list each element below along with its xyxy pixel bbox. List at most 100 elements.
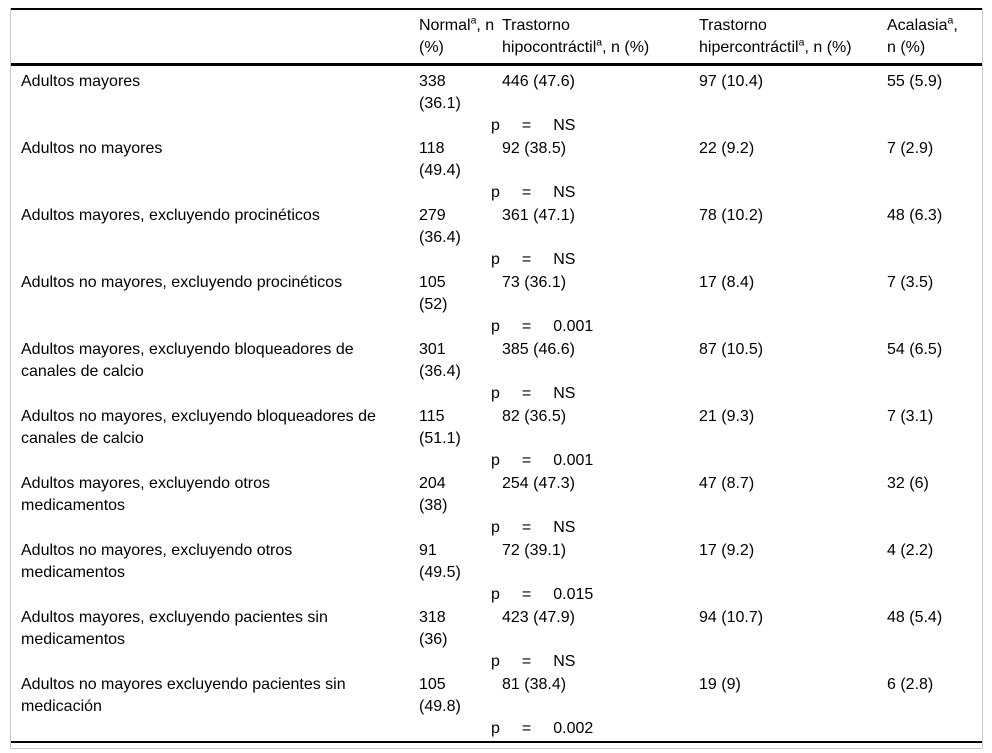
table-row: Adultos no mayores, excluyendo otros med… — [21, 540, 976, 584]
normal-pct: (49.5) — [419, 564, 461, 581]
acalasia-cell: 55 (5.9) — [887, 73, 943, 90]
header-text: , — [953, 17, 958, 34]
table-header-row: Normala, n (%) Trastorno hipocontráctila… — [11, 10, 982, 63]
equals-sign: = — [521, 720, 532, 737]
equals-sign: = — [521, 318, 532, 335]
table-row: Adultos no mayores excluyendo pacientes … — [21, 674, 976, 718]
p-value: NS — [553, 385, 576, 402]
hipocontractil-cell: 92 (38.5) — [502, 140, 567, 157]
table-rule-top — [11, 8, 982, 10]
table-row: Adultos mayores, excluyendo otros medica… — [21, 473, 976, 517]
normal-cell: 338 (36.1) — [419, 71, 502, 115]
normal-n: 118 — [419, 140, 445, 157]
header-text: Trastorno — [699, 17, 767, 34]
acalasia-cell: 7 (3.5) — [887, 274, 934, 291]
table-row: Adultos mayores, excluyendo pacientes si… — [21, 607, 976, 651]
equals-sign: = — [521, 452, 532, 469]
table-row: Adultos mayores, excluyendo bloqueadores… — [21, 339, 976, 383]
header-text: Normal — [419, 17, 471, 34]
normal-n: 105 — [419, 676, 446, 693]
normal-n: 204 — [419, 475, 446, 492]
table-rule-header — [11, 63, 982, 66]
hipocontractil-cell: 73 (36.1) — [502, 274, 567, 291]
normal-n: 301 — [419, 341, 446, 358]
table-row: Adultos mayores 338 (36.1) 446 (47.6) 97… — [21, 71, 976, 115]
row-label: Adultos no mayores — [21, 140, 163, 157]
header-text: hipercontráctil — [699, 39, 799, 56]
normal-pct: (36.1) — [419, 95, 461, 112]
normal-cell: 91 (49.5) — [419, 540, 502, 584]
header-text: , n — [476, 17, 495, 34]
row-label: Adultos no mayores, excluyendo otros med… — [21, 542, 293, 581]
acalasia-cell: 48 (6.3) — [887, 207, 943, 224]
column-header-hipercontractil: Trastorno hipercontráctila, n (%) — [699, 15, 887, 59]
hipercontractil-cell: 97 (10.4) — [699, 73, 764, 90]
p-symbol: p — [491, 586, 500, 603]
normal-n: 279 — [419, 207, 446, 224]
hipocontractil-cell: 385 (46.6) — [502, 341, 575, 358]
equals-sign: = — [521, 586, 532, 603]
p-value: 0.015 — [553, 586, 594, 603]
normal-pct: (49.8) — [419, 698, 461, 715]
normal-cell: 318 (36) — [419, 607, 502, 651]
normal-n: 318 — [419, 609, 446, 626]
p-symbol: p — [491, 720, 500, 737]
p-value-row: p = 0.015 — [491, 584, 976, 607]
column-header-hipocontractil: Trastorno hipocontráctila, n (%) — [502, 15, 699, 59]
normal-cell: 115 (51.1) — [419, 406, 502, 450]
footnote-marker: a — [470, 14, 477, 27]
equals-sign: = — [521, 251, 532, 268]
acalasia-cell: 4 (2.2) — [887, 542, 934, 559]
acalasia-cell: 7 (2.9) — [887, 140, 934, 157]
normal-pct: (51.1) — [419, 430, 461, 447]
normal-cell: 279 (36.4) — [419, 205, 502, 249]
hipocontractil-cell: 81 (38.4) — [502, 676, 567, 693]
table-row: Adultos no mayores, excluyendo bloqueado… — [21, 406, 976, 450]
header-text: , n (%) — [602, 39, 650, 56]
header-text: n (%) — [887, 39, 926, 56]
header-text: Acalasia — [887, 17, 948, 34]
row-label: Adultos mayores, excluyendo bloqueadores… — [21, 341, 354, 380]
hipercontractil-cell: 17 (8.4) — [699, 274, 755, 291]
hipercontractil-cell: 22 (9.2) — [699, 140, 755, 157]
acalasia-cell: 7 (3.1) — [887, 408, 934, 425]
equals-sign: = — [521, 653, 532, 670]
table-rule-bottom — [11, 741, 982, 743]
hipocontractil-cell: 82 (36.5) — [502, 408, 567, 425]
normal-cell: 204 (38) — [419, 473, 502, 517]
hipercontractil-cell: 87 (10.5) — [699, 341, 764, 358]
column-header-acalasia: Acalasiaa, n (%) — [887, 15, 976, 59]
equals-sign: = — [521, 385, 532, 402]
p-value: NS — [553, 519, 576, 536]
hipercontractil-cell: 47 (8.7) — [699, 475, 755, 492]
row-label-header — [21, 15, 419, 59]
normal-pct: (49.4) — [419, 162, 461, 179]
acalasia-cell: 6 (2.8) — [887, 676, 934, 693]
p-value-row: p = NS — [491, 249, 976, 272]
p-symbol: p — [491, 184, 500, 201]
row-label: Adultos mayores, excluyendo procinéticos — [21, 207, 320, 224]
table-row: Adultos mayores, excluyendo procinéticos… — [21, 205, 976, 249]
p-value-row: p = NS — [491, 182, 976, 205]
p-symbol: p — [491, 117, 500, 134]
equals-sign: = — [521, 117, 532, 134]
p-symbol: p — [491, 653, 500, 670]
normal-pct: (52) — [419, 296, 448, 313]
p-symbol: p — [491, 251, 500, 268]
normal-cell: 105 (52) — [419, 272, 502, 316]
hipercontractil-cell: 94 (10.7) — [699, 609, 764, 626]
normal-n: 105 — [419, 274, 446, 291]
hipocontractil-cell: 254 (47.3) — [502, 475, 575, 492]
normal-cell: 118 (49.4) — [419, 138, 502, 182]
row-label: Adultos mayores — [21, 73, 141, 90]
header-text: Trastorno — [502, 17, 570, 34]
p-symbol: p — [491, 318, 500, 335]
p-value: NS — [553, 251, 576, 268]
header-text: , n (%) — [804, 39, 852, 56]
normal-n: 115 — [419, 408, 445, 425]
hipercontractil-cell: 17 (9.2) — [699, 542, 755, 559]
header-text: (%) — [419, 39, 444, 56]
table-row: Adultos no mayores 118 (49.4) 92 (38.5) … — [21, 138, 976, 182]
normal-pct: (38) — [419, 497, 448, 514]
hipercontractil-cell: 19 (9) — [699, 676, 741, 693]
